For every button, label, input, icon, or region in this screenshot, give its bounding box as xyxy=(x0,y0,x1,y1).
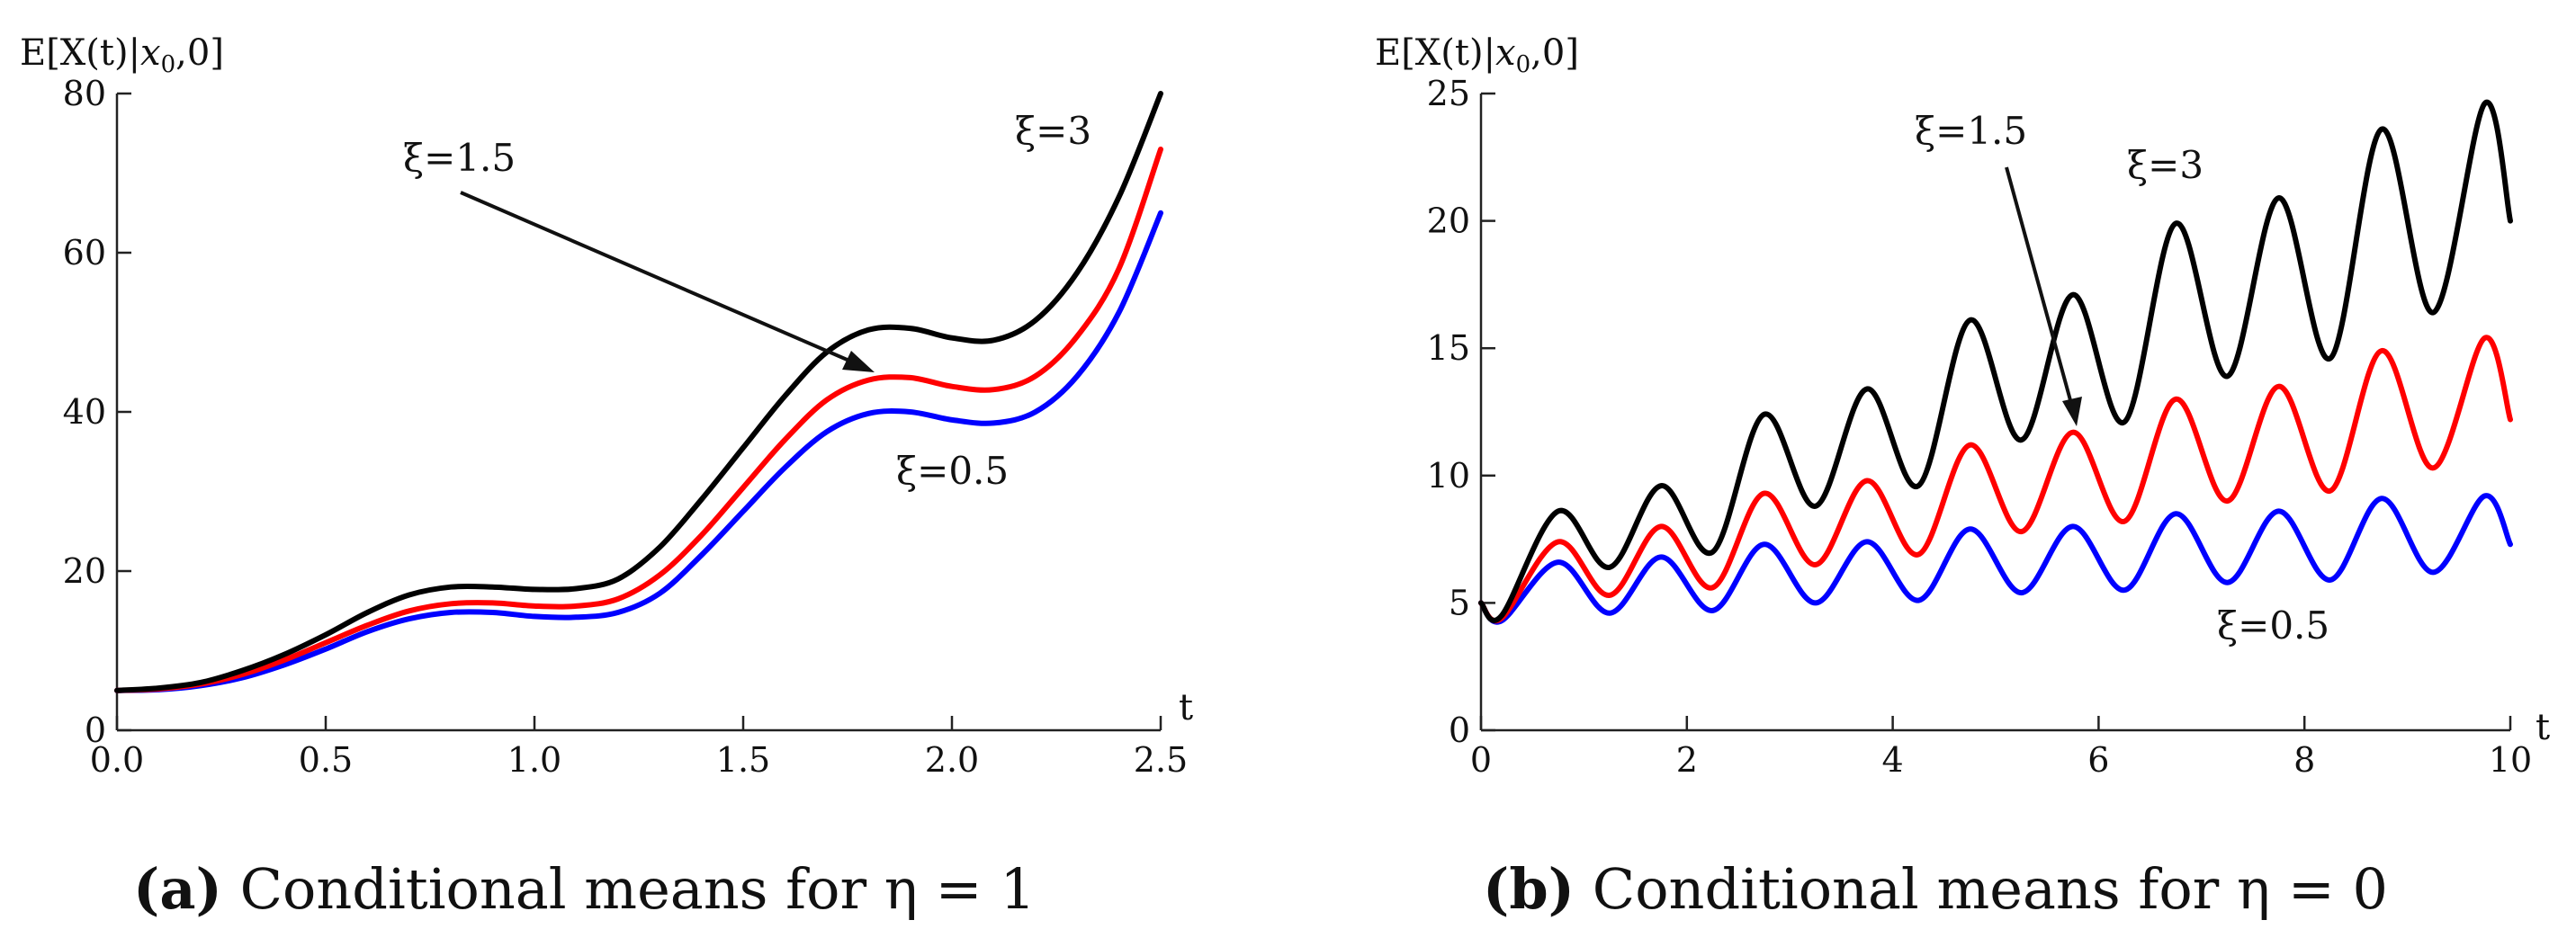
lines-b xyxy=(1478,99,2513,625)
lines-a xyxy=(114,91,1163,693)
x-tick-label-a: 0.5 xyxy=(299,740,353,780)
x-tick-label-b: 4 xyxy=(1882,740,1904,780)
annotation-xi-1-5-a: ξ=1.5 xyxy=(403,136,516,180)
annotation-xi-3-a: ξ=3 xyxy=(1015,109,1091,153)
series-line-b-3 xyxy=(1478,99,2513,623)
panel-b: E[X(t)|x0,0] t 0 2 4 6 8 10 0 5 10 15 20 25 ξ=1.5 ξ… xyxy=(1375,32,2550,922)
y-tick-label-b: 15 xyxy=(1427,328,1470,368)
series-line-a-1-5 xyxy=(114,147,1163,693)
x-tick-label-a: 0.0 xyxy=(90,740,144,780)
caption-a: (a) Conditional means for η = 1 xyxy=(133,856,1036,922)
y-tick-label-a: 0 xyxy=(85,710,106,750)
caption-b: (b) Conditional means for η = 0 xyxy=(1483,856,2388,922)
annotation-arrowhead-a xyxy=(842,351,875,372)
y-tick-label-a: 60 xyxy=(63,233,106,272)
series-line-a-3 xyxy=(114,91,1163,693)
y-tick-label-b: 0 xyxy=(1449,710,1470,750)
y-tick-label-b: 20 xyxy=(1427,201,1470,241)
x-tick-label-b: 2 xyxy=(1676,740,1698,780)
x-tick-label-a: 2.5 xyxy=(1134,740,1188,780)
y-tick-label-a: 20 xyxy=(63,551,106,591)
x-axis-label-a: t xyxy=(1179,687,1193,728)
annotation-arrow-a xyxy=(460,191,865,369)
annotation-xi-0-5-a: ξ=0.5 xyxy=(896,449,1009,493)
y-tick-label-b: 5 xyxy=(1449,583,1470,622)
x-tick-label-b: 8 xyxy=(2293,740,2315,780)
annotation-xi-3-b: ξ=3 xyxy=(2127,143,2204,187)
y-tick-label-b: 25 xyxy=(1427,74,1470,113)
y-axis-label-b: E[X(t)|x0,0] xyxy=(1375,32,1579,78)
x-tick-label-a: 1.0 xyxy=(507,740,561,780)
y-axis-label-a: E[X(t)|x0,0] xyxy=(20,32,224,78)
y-tick-label-a: 80 xyxy=(63,74,106,113)
x-tick-label-a: 2.0 xyxy=(925,740,979,780)
series-line-b-0-5 xyxy=(1478,493,2513,625)
y-tick-label-b: 10 xyxy=(1427,456,1470,496)
annotation-arrow-b xyxy=(2005,166,2075,411)
x-tick-label-b: 0 xyxy=(1470,740,1492,780)
series-line-b-1-5 xyxy=(1478,335,2513,624)
x-tick-label-b: 6 xyxy=(2087,740,2109,780)
ticks-a: 0.0 0.5 1.0 1.5 2.0 2.5 0 20 40 60 80 xyxy=(63,74,1189,780)
annotation-xi-0-5-b: ξ=0.5 xyxy=(2217,603,2329,648)
ticks-b: 0 2 4 6 8 10 0 5 10 15 20 25 xyxy=(1427,74,2533,780)
panel-a: E[X(t)|x0,0] t 0.0 0.5 1.0 1.5 2.0 2.5 0 20 40 60… xyxy=(20,32,1193,922)
y-tick-label-a: 40 xyxy=(63,392,106,432)
annotation-xi-1-5-b: ξ=1.5 xyxy=(1915,109,2027,153)
annotation-arrowhead-b xyxy=(2062,397,2082,426)
x-axis-label-b: t xyxy=(2536,707,2550,748)
x-tick-label-a: 1.5 xyxy=(716,740,770,780)
x-tick-label-b: 10 xyxy=(2489,740,2532,780)
series-line-a-0-5 xyxy=(114,210,1163,693)
